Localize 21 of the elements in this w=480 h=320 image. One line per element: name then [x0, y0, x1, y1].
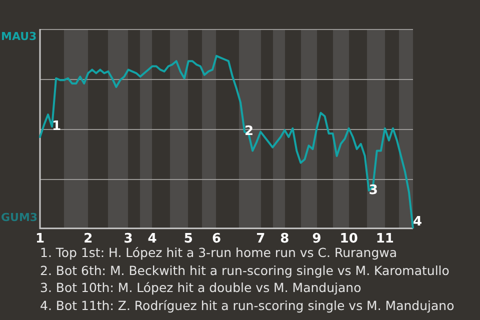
text: 3. Bot 10th: M. López hit a double vs M. Mandujano [40, 279, 362, 296]
text: 1. Top 1st: H. López hit a 3-run home run vs C. Rurangwa [40, 244, 398, 262]
text: 2. Bot 6th: M. Beckwith hit a run-scoring single vs M. Karomatullo [40, 262, 450, 279]
x-tick-label: 1 [35, 232, 45, 247]
x-tick-label: 3 [124, 232, 133, 247]
x-tick-label: 5 [184, 232, 193, 247]
x-tick-label: 6 [212, 232, 221, 247]
x-tick-label: 2 [84, 232, 93, 247]
annotation: 3 [368, 182, 378, 198]
annotation: 4 [413, 214, 422, 230]
x-tick-label: 7 [256, 232, 266, 247]
x-tick-label: 9 [312, 232, 322, 247]
text: 4. Bot 11th: Z. Rodríguez hit a run-scoring single vs M. Mandujano [40, 296, 454, 314]
x-tick-label: 10 [340, 232, 358, 247]
x-tick-label: 8 [280, 232, 290, 247]
x-tick-label: 11 [376, 232, 394, 247]
text: MAU3 [1, 30, 37, 43]
text: GUM3 [1, 211, 38, 224]
annotation: 2 [244, 124, 254, 140]
x-tick-label: 4 [148, 232, 157, 247]
annotation: 1 [52, 119, 62, 134]
